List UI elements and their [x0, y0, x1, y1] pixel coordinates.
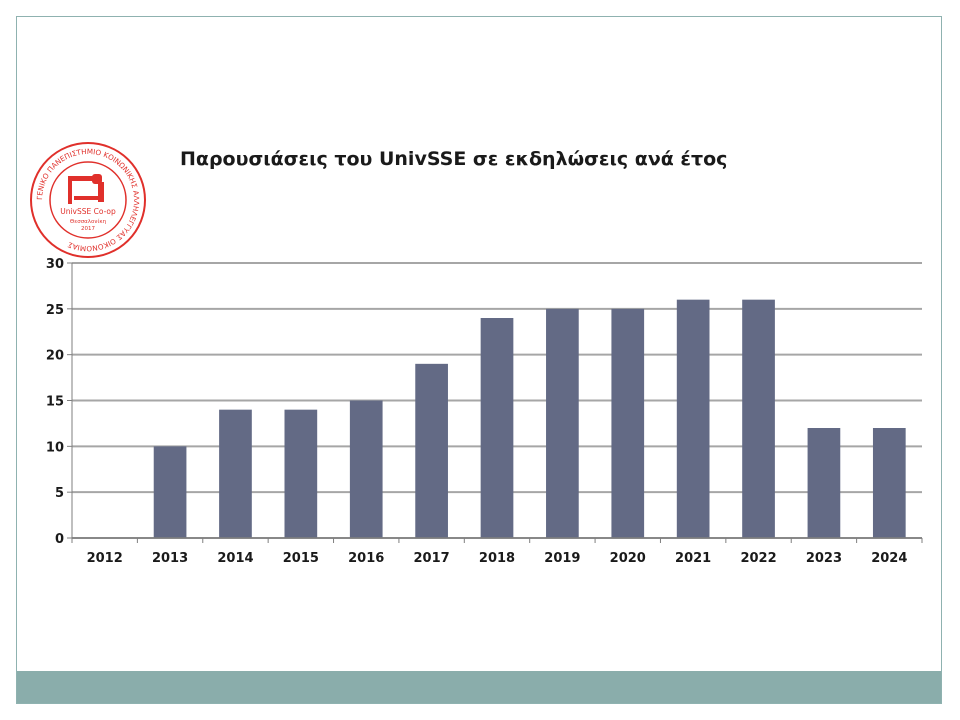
bar-2024: [872, 428, 906, 538]
logo-text-line1: UnivSSE Co-op: [60, 207, 116, 216]
bar-2018: [480, 318, 514, 538]
slide-frame: [16, 16, 942, 704]
bar-2019: [546, 308, 579, 538]
bar-2016: [349, 400, 383, 538]
x-tick-label: 2014: [217, 551, 253, 566]
x-tick-label: 2022: [740, 551, 776, 566]
y-tick-label: 25: [46, 303, 64, 318]
univsse-logo-stamp: ΓΕΝΙΚΟ ΠΑΝΕΠΙΣΤΗΜΙΟ ΚΟΙΝΩΝΙΚΗΣ ΑΛΛΗΛΕΓΓΥ…: [30, 142, 146, 258]
y-tick-label: 10: [46, 440, 64, 455]
logo-figure-icon: [68, 174, 104, 204]
x-tick-label: 2016: [348, 551, 384, 566]
bar-2022: [742, 299, 775, 538]
y-tick-label: 0: [55, 532, 64, 547]
bar-2017: [415, 363, 448, 538]
footer-band: [17, 671, 941, 703]
y-tick-label: 20: [46, 349, 64, 364]
x-tick-label: 2023: [806, 551, 842, 566]
y-tick-label: 30: [46, 257, 64, 272]
x-tick-label: 2018: [479, 551, 515, 566]
y-tick-label: 15: [46, 395, 64, 410]
bar-2014: [219, 409, 252, 538]
x-tick-label: 2020: [610, 551, 646, 566]
x-tick-label: 2024: [871, 551, 907, 566]
chart-title: Παρουσιάσεις του UnivSSE σε εκδηλώσεις α…: [180, 148, 728, 170]
x-tick-label: 2015: [283, 551, 319, 566]
x-tick-label: 2012: [87, 551, 123, 566]
bar-2021: [676, 299, 710, 538]
bar-2020: [611, 308, 645, 538]
bar-2015: [284, 409, 318, 538]
y-tick-label: 5: [55, 486, 64, 501]
x-tick-label: 2017: [414, 551, 450, 566]
logo-text-line3: 2017: [81, 226, 95, 232]
x-tick-label: 2013: [152, 551, 188, 566]
logo-text-line2: Θεσσαλονίκη: [70, 218, 107, 225]
x-tick-label: 2019: [544, 551, 580, 566]
bar-2023: [807, 428, 841, 538]
bar-2013: [153, 446, 187, 538]
x-tick-label: 2021: [675, 551, 711, 566]
